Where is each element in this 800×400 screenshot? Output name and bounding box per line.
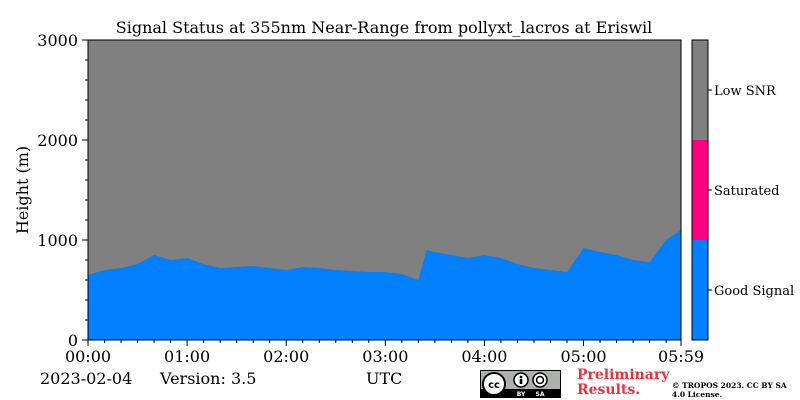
colorbar-segment	[692, 40, 708, 140]
y-tick-label: 1000	[37, 231, 78, 250]
x-tick-label: 04:00	[461, 347, 507, 366]
x-tick-label: 01:00	[164, 347, 210, 366]
x-tick-label: 05:00	[560, 347, 606, 366]
y-tick-label: 2000	[37, 131, 78, 150]
x-tick-label: 02:00	[263, 347, 309, 366]
good-signal-region	[88, 230, 681, 340]
plot-frame	[87, 39, 682, 341]
y-tick-label: 0	[68, 331, 78, 350]
legend-label: Low SNR	[714, 84, 777, 99]
preliminary-results-note: Preliminary Results.	[577, 367, 670, 398]
plot-area	[87, 39, 682, 341]
x-axis: 00:00 01:00 02:00 03:00 04:00 05:00 05:59	[65, 340, 704, 366]
y-axis: 0 1000 2000 3000	[37, 31, 88, 350]
colorbar-segment	[692, 240, 708, 340]
legend-label: Good Signal	[714, 284, 794, 299]
svg-text:cc: cc	[488, 380, 500, 391]
cc-license-badge: cc BY SA	[480, 370, 561, 398]
legend-label: Saturated	[714, 184, 779, 199]
version-label: Version: 3.5	[160, 369, 257, 388]
x-tick-label: 03:00	[362, 347, 408, 366]
good-signal-area	[88, 230, 681, 340]
badge-sa: SA	[536, 391, 545, 398]
x-tick-label: 05:59	[658, 347, 704, 366]
chart-title: Signal Status at 355nm Near-Range from p…	[116, 18, 653, 37]
legend-colorbar: Good Signal Saturated Low SNR	[691, 39, 794, 341]
date-label: 2023-02-04	[40, 369, 133, 388]
x-axis-label: UTC	[366, 369, 403, 388]
colorbar-segment	[692, 140, 708, 240]
y-tick-label: 3000	[37, 31, 78, 50]
y-axis-label: Height (m)	[13, 146, 32, 234]
badge-by: BY	[517, 391, 526, 398]
copyright-note: © TROPOS 2023. CC BY SA 4.0 License.	[672, 381, 787, 399]
colorbar-frame	[691, 39, 709, 341]
x-tick-label: 00:00	[65, 347, 111, 366]
